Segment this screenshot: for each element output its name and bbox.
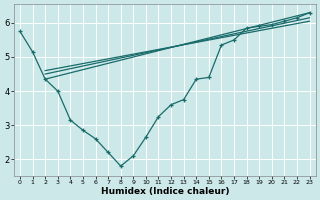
X-axis label: Humidex (Indice chaleur): Humidex (Indice chaleur) bbox=[100, 187, 229, 196]
